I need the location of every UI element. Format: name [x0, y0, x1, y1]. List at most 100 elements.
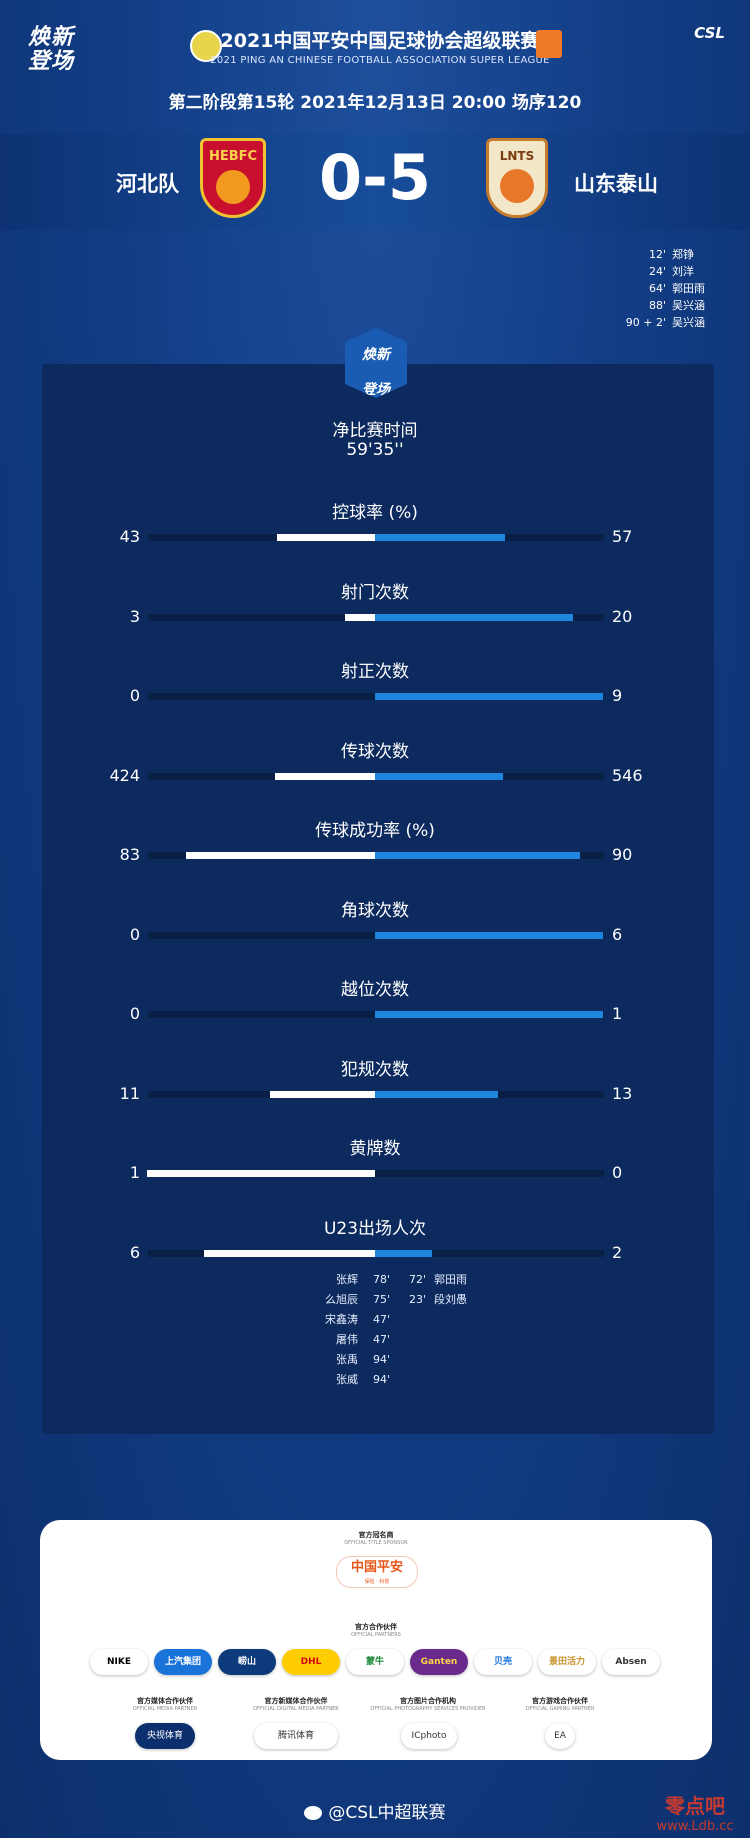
u23-minute: 94' [364, 1370, 390, 1390]
stat-away-value: 546 [612, 766, 672, 785]
stat-title: 射正次数 [0, 657, 750, 682]
u23-player: 张禹 [336, 1353, 358, 1366]
partners-label-en: OFFICIAL PARTNERS [40, 1632, 712, 1638]
stat-away-value: 9 [612, 686, 672, 705]
stat-away-bar [375, 614, 573, 621]
title-sponsor-logo: 中国平安 保险 · 科技 [336, 1556, 418, 1588]
u23-player: 段刘愚 [434, 1293, 467, 1306]
stat-row: 控球率 (%) 43 57 [0, 498, 750, 558]
partner-logo-absen: Absen [602, 1649, 660, 1675]
goal-row: 90 + 2' 吴兴涵 [540, 314, 720, 331]
brand-badge-icon: 焕新 登场 [345, 328, 407, 398]
media-logo-icphoto: ICphoto [401, 1723, 457, 1749]
partners-label: 官方合作伙伴 [40, 1622, 712, 1632]
stat-title: 传球次数 [0, 737, 750, 762]
stat-title: 犯规次数 [0, 1055, 750, 1080]
site-watermark: 零点吧 www.Ldb.cc [640, 1790, 750, 1834]
stat-home-bar [277, 534, 375, 541]
stat-away-bar [375, 1250, 432, 1257]
media-label: 官方媒体合作伙伴 [105, 1696, 225, 1706]
stat-home-value: 424 [90, 766, 140, 785]
away-team-name: 山东泰山 [574, 168, 658, 198]
u23-away-list: 72' 郭田雨 23' 段刘愚 [400, 1270, 510, 1310]
stat-home-value: 1 [90, 1163, 140, 1182]
u23-row: 张辉 78' [280, 1270, 390, 1290]
stat-away-bar [375, 1091, 498, 1098]
stat-home-value: 0 [90, 686, 140, 705]
gaming-label: 官方游戏合作伙伴 [500, 1696, 620, 1706]
stat-away-value: 2 [612, 1243, 672, 1262]
stat-away-bar [375, 534, 505, 541]
u23-minute: 47' [364, 1330, 390, 1350]
stat-home-bar [147, 1170, 375, 1177]
csl-logo: CSL [655, 24, 725, 60]
goal-minute: 64' [606, 280, 666, 297]
stat-home-bar [275, 773, 375, 780]
gaming-label-en: OFFICIAL GAMING PARTNER [500, 1706, 620, 1712]
u23-row: 张禹 94' [280, 1350, 390, 1370]
stat-away-bar [375, 1011, 603, 1018]
u23-minute: 78' [364, 1270, 390, 1290]
net-time-value: 59'35'' [0, 440, 750, 460]
badge-text-1: 焕新 [345, 328, 407, 363]
u23-row: 23' 段刘愚 [400, 1290, 510, 1310]
weibo-handle[interactable]: @CSL中超联赛 [0, 1798, 750, 1823]
stat-home-bar [345, 614, 375, 621]
partner-logo-beike: 贝壳 [474, 1649, 532, 1675]
u23-player: 么旭辰 [325, 1293, 358, 1306]
stat-title: 越位次数 [0, 975, 750, 1000]
title-sponsor-label-en: OFFICIAL TITLE SPONSOR [40, 1540, 712, 1546]
brand-logo: 焕新 登场 [28, 26, 84, 76]
stat-title: 控球率 (%) [0, 498, 750, 523]
partner-logo-jingtian: 景田活力 [538, 1649, 596, 1675]
u23-player: 张辉 [336, 1273, 358, 1286]
u23-row: 张威 94' [280, 1370, 390, 1390]
goal-scorer: 吴兴涵 [672, 314, 720, 331]
partner-logo-saic: 上汽集团 [154, 1649, 212, 1675]
photo-label: 官方图片合作机构 [368, 1696, 488, 1706]
u23-row: 72' 郭田雨 [400, 1270, 510, 1290]
stat-row: U23出场人次 6 2 [0, 1214, 750, 1274]
weibo-handle-text: @CSL中超联赛 [328, 1803, 445, 1823]
digital-media-label-en: OFFICIAL DIGITAL MEDIA PARTNER [236, 1706, 356, 1712]
goal-scorer: 吴兴涵 [672, 297, 720, 314]
league-title: 2021中国平安中国足球协会超级联赛 [190, 26, 570, 53]
goal-scorer: 郭田雨 [672, 280, 720, 297]
media-logo-ea: EA [545, 1723, 575, 1749]
u23-player: 张威 [336, 1373, 358, 1386]
u23-row: 宋鑫涛 47' [280, 1310, 390, 1330]
stat-away-bar [375, 773, 503, 780]
goal-list: 12' 郑铮 24' 刘洋 64' 郭田雨 88' 吴兴涵 90 + 2' 吴兴涵 [540, 246, 720, 331]
stat-title: 黄牌数 [0, 1134, 750, 1159]
u23-player: 屠伟 [336, 1333, 358, 1346]
stat-home-value: 6 [90, 1243, 140, 1262]
stat-away-value: 57 [612, 527, 672, 546]
stat-away-value: 20 [612, 607, 672, 626]
stat-row: 越位次数 0 1 [0, 975, 750, 1035]
stat-home-value: 0 [90, 925, 140, 944]
match-score: 0-5 [300, 136, 450, 220]
stat-away-value: 6 [612, 925, 672, 944]
u23-minute: 23' [400, 1290, 426, 1310]
stat-row: 角球次数 0 6 [0, 896, 750, 956]
u23-minute: 72' [400, 1270, 426, 1290]
home-crest-icon: HEBFC [200, 138, 266, 218]
stat-title: 射门次数 [0, 578, 750, 603]
stat-home-value: 43 [90, 527, 140, 546]
goal-row: 12' 郑铮 [540, 246, 720, 263]
stat-away-bar [375, 693, 603, 700]
weibo-icon [304, 1806, 322, 1820]
stat-row: 黄牌数 1 0 [0, 1134, 750, 1194]
partner-logo-dhl: DHL [282, 1649, 340, 1675]
stat-home-value: 0 [90, 1004, 140, 1023]
home-team-name: 河北队 [116, 168, 179, 198]
stat-home-bar [204, 1250, 375, 1257]
u23-minute: 47' [364, 1310, 390, 1330]
net-time-label: 净比赛时间 [0, 416, 750, 441]
stat-row: 犯规次数 11 13 [0, 1055, 750, 1115]
media-logo-tencent: 腾讯体育 [254, 1723, 338, 1749]
title-sponsor-tag: 保险 · 科技 [337, 1579, 417, 1585]
stat-away-bar [375, 852, 580, 859]
stat-home-value: 11 [90, 1084, 140, 1103]
goal-minute: 90 + 2' [606, 314, 666, 331]
